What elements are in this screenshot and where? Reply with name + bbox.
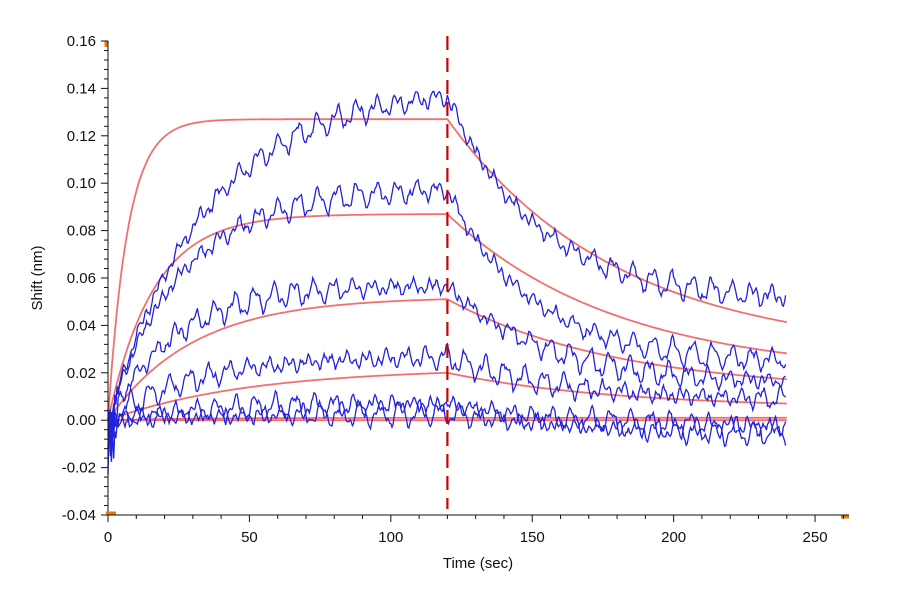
x-axis-title: Time (sec) <box>443 555 513 572</box>
measured-curve-7 <box>107 90 787 457</box>
y-axis-title: Shift (nm) <box>29 245 46 310</box>
y-tick-label: 0.14 <box>67 80 96 97</box>
plot-area <box>107 36 787 509</box>
y-tick-label: 0.02 <box>67 365 96 382</box>
y-tick-label: 0.08 <box>67 223 96 240</box>
y-tick-label: 0.00 <box>67 412 96 429</box>
x-tick-label: 250 <box>803 529 828 546</box>
y-tick-label: 0.10 <box>67 175 96 192</box>
y-tick-label: 0.12 <box>67 128 96 145</box>
axes: -0.04 -0.02 0.00 0.02 0.04 0.06 0.08 0.10 0.12 0.… <box>62 33 849 546</box>
x-tick-label: 100 <box>378 529 403 546</box>
x-tick-label: 150 <box>520 529 545 546</box>
y-tick-label: 0.16 <box>67 33 96 50</box>
y-tick-label: -0.02 <box>62 460 96 477</box>
x-tick-label: 0 <box>104 529 112 546</box>
fit-curve-3 <box>107 298 787 421</box>
y-tick-label: -0.04 <box>62 507 96 524</box>
y-tick-label: 0.04 <box>67 317 96 334</box>
fit-curve-1 <box>107 118 787 421</box>
y-tick-label: 0.06 <box>67 270 96 287</box>
measured-curve-11 <box>107 389 787 462</box>
x-tick-label: 200 <box>661 529 686 546</box>
x-tick-label: 50 <box>241 529 258 546</box>
